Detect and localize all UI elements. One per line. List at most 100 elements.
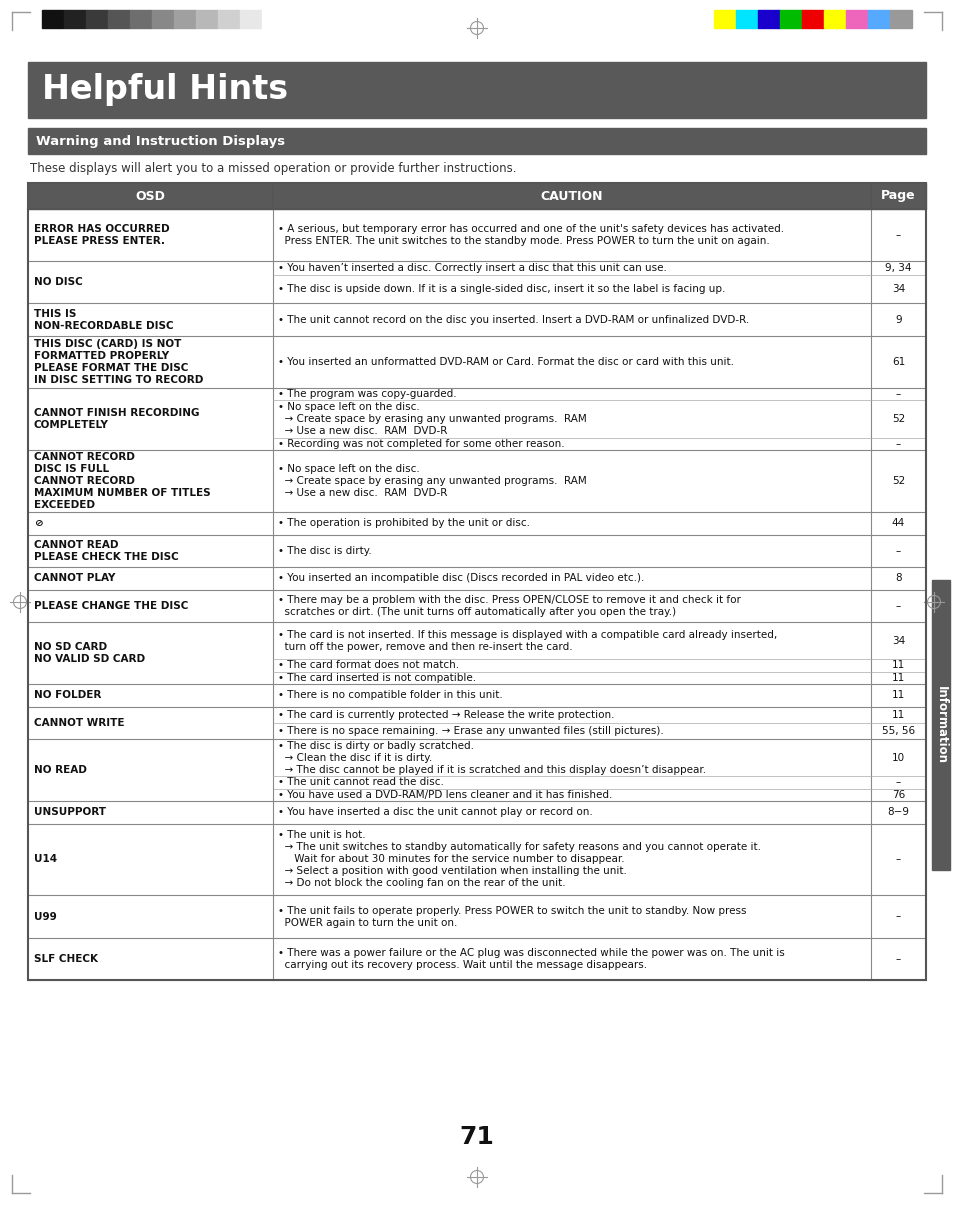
- Text: 61: 61: [891, 357, 904, 368]
- Text: • There is no compatible folder in this unit.: • There is no compatible folder in this …: [277, 690, 502, 700]
- Text: 10: 10: [891, 753, 904, 763]
- Text: –: –: [895, 777, 901, 787]
- Text: –: –: [895, 389, 901, 399]
- Text: • The disc is upside down. If it is a single-sided disc, insert it so the label : • The disc is upside down. If it is a si…: [277, 284, 724, 294]
- Text: 44: 44: [891, 518, 904, 528]
- Bar: [195, 10, 218, 28]
- Bar: [735, 10, 758, 28]
- Text: • You have inserted a disc the unit cannot play or record on.: • You have inserted a disc the unit cann…: [277, 807, 592, 817]
- Text: • The unit is hot.
  → The unit switches to standby automatically for safety rea: • The unit is hot. → The unit switches t…: [277, 830, 760, 888]
- Text: • The unit fails to operate properly. Press POWER to switch the unit to standby.: • The unit fails to operate properly. Pr…: [277, 906, 745, 928]
- Text: PLEASE CHANGE THE DISC: PLEASE CHANGE THE DISC: [34, 601, 188, 611]
- Text: • The program was copy-guarded.: • The program was copy-guarded.: [277, 389, 456, 399]
- Bar: [758, 10, 780, 28]
- Text: Page: Page: [881, 189, 915, 202]
- Text: 52: 52: [891, 415, 904, 424]
- Bar: [173, 10, 195, 28]
- Text: SLF CHECK: SLF CHECK: [34, 954, 98, 964]
- Text: 11: 11: [891, 660, 904, 670]
- Text: • The unit cannot read the disc.: • The unit cannot read the disc.: [277, 777, 443, 787]
- Bar: [889, 10, 911, 28]
- Text: 76: 76: [891, 789, 904, 800]
- Text: CANNOT FINISH RECORDING
COMPLETELY: CANNOT FINISH RECORDING COMPLETELY: [34, 408, 199, 430]
- Text: OSD: OSD: [135, 189, 165, 202]
- Text: NO SD CARD
NO VALID SD CARD: NO SD CARD NO VALID SD CARD: [34, 642, 145, 664]
- Text: • No space left on the disc.
  → Create space by erasing any unwanted programs. : • No space left on the disc. → Create sp…: [277, 402, 586, 436]
- Text: • The card inserted is not compatible.: • The card inserted is not compatible.: [277, 672, 476, 683]
- Text: 11: 11: [891, 690, 904, 700]
- Bar: [108, 10, 130, 28]
- Text: CANNOT WRITE: CANNOT WRITE: [34, 718, 125, 728]
- Text: CANNOT RECORD
DISC IS FULL
CANNOT RECORD
MAXIMUM NUMBER OF TITLES
EXCEEDED: CANNOT RECORD DISC IS FULL CANNOT RECORD…: [34, 452, 211, 510]
- Text: • The card is currently protected → Release the write protection.: • The card is currently protected → Rele…: [277, 710, 614, 719]
- Bar: [64, 10, 86, 28]
- Text: • You inserted an incompatible disc (Discs recorded in PAL video etc.).: • You inserted an incompatible disc (Dis…: [277, 574, 643, 583]
- Text: –: –: [895, 911, 901, 922]
- Bar: [801, 10, 823, 28]
- Bar: [42, 10, 64, 28]
- Text: U14: U14: [34, 854, 57, 864]
- Text: • The card is not inserted. If this message is displayed with a compatible card : • The card is not inserted. If this mess…: [277, 629, 777, 652]
- Text: 8−9: 8−9: [886, 807, 908, 817]
- Text: 55, 56: 55, 56: [881, 725, 914, 736]
- Bar: [28, 183, 925, 980]
- Text: 11: 11: [891, 710, 904, 719]
- Bar: [152, 10, 173, 28]
- Text: THIS IS
NON-RECORDABLE DISC: THIS IS NON-RECORDABLE DISC: [34, 308, 173, 330]
- Text: –: –: [895, 601, 901, 611]
- Text: 11: 11: [891, 672, 904, 683]
- Text: Information: Information: [934, 686, 946, 764]
- Text: –: –: [895, 954, 901, 964]
- Text: • The disc is dirty or badly scratched.
  → Clean the disc if it is dirty.
  → T: • The disc is dirty or badly scratched. …: [277, 741, 705, 775]
- Text: –: –: [895, 230, 901, 240]
- Bar: [823, 10, 845, 28]
- Text: 34: 34: [891, 284, 904, 294]
- Text: Helpful Hints: Helpful Hints: [42, 74, 288, 106]
- Bar: [218, 10, 240, 28]
- Bar: [262, 10, 284, 28]
- Bar: [86, 10, 108, 28]
- Text: NO READ: NO READ: [34, 765, 87, 775]
- Text: • There is no space remaining. → Erase any unwanted files (still pictures).: • There is no space remaining. → Erase a…: [277, 725, 663, 736]
- Text: • The card format does not match.: • The card format does not match.: [277, 660, 458, 670]
- Text: • There was a power failure or the AC plug was disconnected while the power was : • There was a power failure or the AC pl…: [277, 948, 784, 970]
- Text: • You inserted an unformatted DVD-RAM or Card. Format the disc or card with this: • You inserted an unformatted DVD-RAM or…: [277, 357, 733, 368]
- Text: THIS DISC (CARD) IS NOT
FORMATTED PROPERLY
PLEASE FORMAT THE DISC
IN DISC SETTIN: THIS DISC (CARD) IS NOT FORMATTED PROPER…: [34, 339, 203, 384]
- Bar: [845, 10, 867, 28]
- Bar: [240, 10, 262, 28]
- Bar: [28, 183, 925, 208]
- Text: • No space left on the disc.
  → Create space by erasing any unwanted programs. : • No space left on the disc. → Create sp…: [277, 464, 586, 498]
- Text: –: –: [895, 546, 901, 556]
- Text: –: –: [895, 439, 901, 448]
- Bar: [867, 10, 889, 28]
- Text: NO DISC: NO DISC: [34, 277, 83, 287]
- Text: CANNOT PLAY: CANNOT PLAY: [34, 574, 115, 583]
- Text: Warning and Instruction Displays: Warning and Instruction Displays: [36, 135, 285, 147]
- Bar: [28, 128, 925, 154]
- Text: • The unit cannot record on the disc you inserted. Insert a DVD-RAM or unfinaliz: • The unit cannot record on the disc you…: [277, 315, 748, 324]
- Text: NO FOLDER: NO FOLDER: [34, 690, 101, 700]
- Text: UNSUPPORT: UNSUPPORT: [34, 807, 106, 817]
- Bar: [713, 10, 735, 28]
- Text: • You have used a DVD-RAM/PD lens cleaner and it has finished.: • You have used a DVD-RAM/PD lens cleane…: [277, 789, 612, 800]
- Text: U99: U99: [34, 911, 56, 922]
- Text: 52: 52: [891, 476, 904, 486]
- Text: CANNOT READ
PLEASE CHECK THE DISC: CANNOT READ PLEASE CHECK THE DISC: [34, 540, 178, 562]
- Bar: [931, 580, 949, 870]
- Bar: [780, 10, 801, 28]
- Text: 71: 71: [459, 1125, 494, 1150]
- Text: ERROR HAS OCCURRED
PLEASE PRESS ENTER.: ERROR HAS OCCURRED PLEASE PRESS ENTER.: [34, 224, 170, 246]
- Text: 34: 34: [891, 635, 904, 646]
- Text: 9, 34: 9, 34: [884, 263, 911, 274]
- Text: • Recording was not completed for some other reason.: • Recording was not completed for some o…: [277, 439, 564, 448]
- Bar: [130, 10, 152, 28]
- Text: 9: 9: [894, 315, 901, 324]
- Text: • A serious, but temporary error has occurred and one of the unit's safety devic: • A serious, but temporary error has occ…: [277, 224, 783, 246]
- Text: –: –: [895, 854, 901, 864]
- Text: • You haven’t inserted a disc. Correctly insert a disc that this unit can use.: • You haven’t inserted a disc. Correctly…: [277, 263, 666, 274]
- Text: CAUTION: CAUTION: [540, 189, 602, 202]
- Text: 8: 8: [894, 574, 901, 583]
- Bar: [28, 61, 925, 118]
- Text: ⊘: ⊘: [34, 518, 43, 528]
- Text: • The operation is prohibited by the unit or disc.: • The operation is prohibited by the uni…: [277, 518, 530, 528]
